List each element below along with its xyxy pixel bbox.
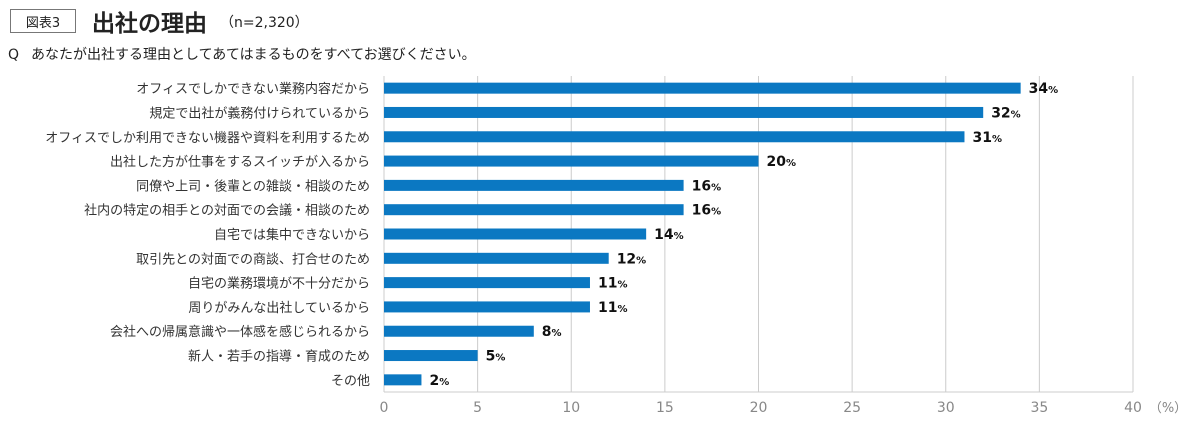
category-label: その他: [331, 374, 370, 389]
x-tick-label: 25: [843, 400, 861, 416]
bar: [384, 204, 684, 216]
category-label: 自宅の業務環境が不十分だから: [188, 276, 370, 292]
bar: [384, 179, 684, 191]
bar: [384, 106, 984, 118]
category-label: 周りがみんな出社しているから: [188, 300, 370, 316]
question-mark: Q: [8, 47, 20, 63]
category-label: オフィスでしかできない業務内容だから: [136, 81, 370, 97]
data-label: 32%: [991, 105, 1021, 121]
bar: [384, 301, 590, 313]
x-tick-label: 30: [937, 400, 955, 416]
bar: [384, 252, 609, 264]
chart-title: 出社の理由: [92, 11, 207, 37]
x-tick-label: 40: [1124, 400, 1142, 416]
data-label-unit: %: [786, 158, 796, 169]
x-tick-label: 35: [1030, 400, 1048, 416]
data-label: 34%: [1029, 81, 1059, 97]
data-label: 12%: [617, 251, 647, 267]
data-label-unit: %: [495, 353, 505, 364]
data-label-unit: %: [711, 182, 721, 193]
category-label: 新人・若手の指導・育成のため: [188, 349, 370, 365]
category-label: 同僚や上司・後輩との雑談・相談のため: [136, 178, 370, 194]
data-label-unit: %: [674, 231, 684, 242]
data-label-unit: %: [552, 328, 562, 339]
figure-number-badge: 図表3: [10, 9, 76, 33]
data-label: 16%: [692, 203, 722, 219]
data-label: 20%: [767, 154, 797, 170]
category-label: オフィスでしか利用できない機器や資料を利用するため: [45, 131, 370, 146]
data-label: 11%: [598, 300, 628, 316]
data-label: 2%: [429, 373, 449, 389]
data-label-unit: %: [1011, 109, 1021, 120]
data-label-unit: %: [711, 207, 721, 218]
x-tick-label: 10: [562, 400, 580, 416]
category-label: 規定で出社が義務付けられているから: [149, 105, 370, 121]
data-label-unit: %: [636, 255, 646, 266]
bar: [384, 350, 478, 362]
data-label: 16%: [692, 178, 722, 194]
data-label-unit: %: [992, 134, 1002, 145]
bar: [384, 228, 647, 240]
data-label-unit: %: [1048, 85, 1058, 96]
x-tick-label: 20: [750, 400, 768, 416]
x-tick-label: 15: [656, 400, 674, 416]
data-label: 14%: [654, 227, 684, 243]
category-label: 自宅では集中できないから: [214, 227, 370, 243]
x-tick-label: 5: [473, 400, 482, 416]
data-label-unit: %: [439, 377, 449, 388]
data-label: 11%: [598, 276, 628, 292]
data-label: 5%: [486, 349, 506, 365]
bar: [384, 131, 965, 143]
sample-size: （n=2,320）: [220, 15, 309, 31]
category-label: 取引先との対面での商談、打合せのため: [136, 251, 370, 267]
bar: [384, 82, 1021, 94]
bar: [384, 155, 759, 167]
category-label: 出社した方が仕事をするスイッチが入るから: [110, 154, 370, 170]
data-label-unit: %: [617, 280, 627, 291]
data-label-unit: %: [617, 304, 627, 315]
bar: [384, 374, 422, 386]
category-label: 社内の特定の相手との対面での会議・相談のため: [84, 203, 370, 219]
data-label: 8%: [542, 324, 562, 340]
bar: [384, 325, 534, 337]
category-label: 会社への帰属意識や一体感を感じられるから: [110, 324, 370, 340]
data-label: 31%: [972, 130, 1002, 146]
question-text: あなたが出社する理由としてあてはまるものをすべてお選びください。: [31, 47, 476, 63]
x-axis-unit: （%）: [1149, 401, 1187, 416]
x-tick-label: 0: [380, 400, 389, 416]
survey-question: Q あなたが出社する理由としてあてはまるものをすべてお選びください。: [8, 44, 476, 64]
bar: [384, 277, 590, 289]
